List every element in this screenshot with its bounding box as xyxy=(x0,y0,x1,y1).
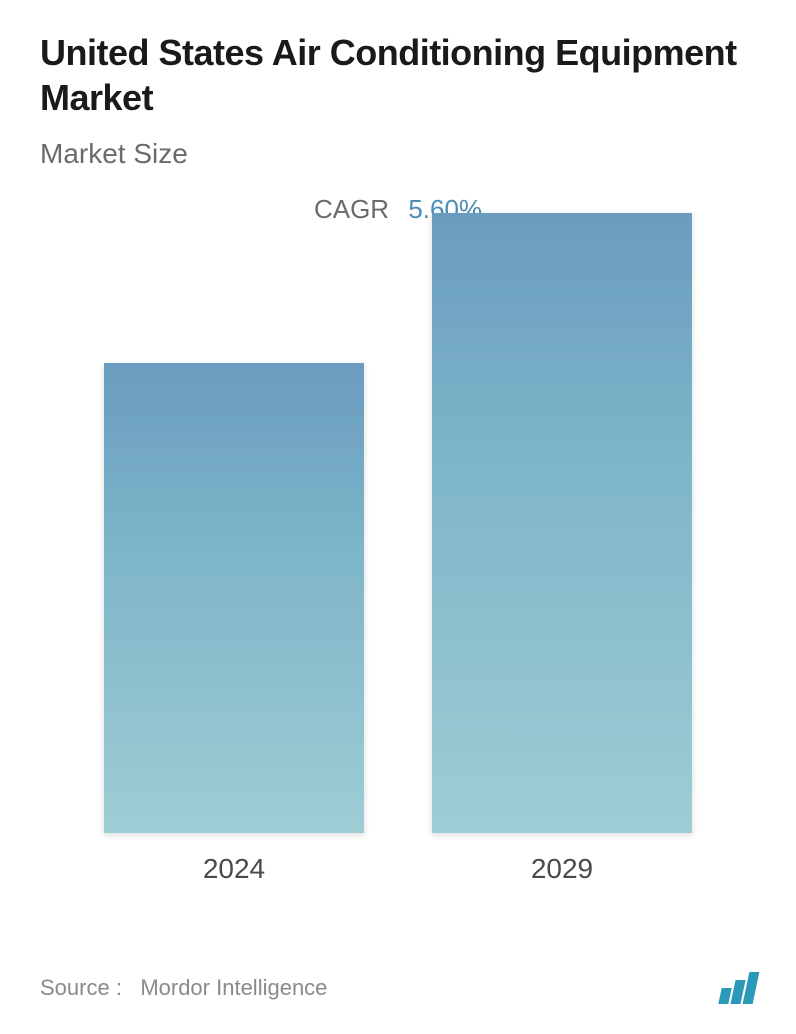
bar-label: 2029 xyxy=(531,853,593,885)
bar-2029 xyxy=(432,213,692,833)
chart-subtitle: Market Size xyxy=(40,138,756,170)
bar-chart: 2024 2029 xyxy=(40,245,756,885)
logo-bar xyxy=(743,972,760,1004)
chart-title: United States Air Conditioning Equipment… xyxy=(40,30,756,120)
logo-bar xyxy=(718,988,731,1004)
chart-footer: Source : Mordor Intelligence xyxy=(40,972,756,1004)
source-label: Source : xyxy=(40,975,122,1000)
bar-2024 xyxy=(104,363,364,833)
logo-icon xyxy=(720,972,756,1004)
bar-group: 2029 xyxy=(422,213,702,885)
source-attribution: Source : Mordor Intelligence xyxy=(40,975,327,1001)
source-name: Mordor Intelligence xyxy=(140,975,327,1000)
bar-label: 2024 xyxy=(203,853,265,885)
bar-group: 2024 xyxy=(94,363,374,885)
cagr-label: CAGR xyxy=(314,194,389,224)
mordor-logo xyxy=(720,972,756,1004)
